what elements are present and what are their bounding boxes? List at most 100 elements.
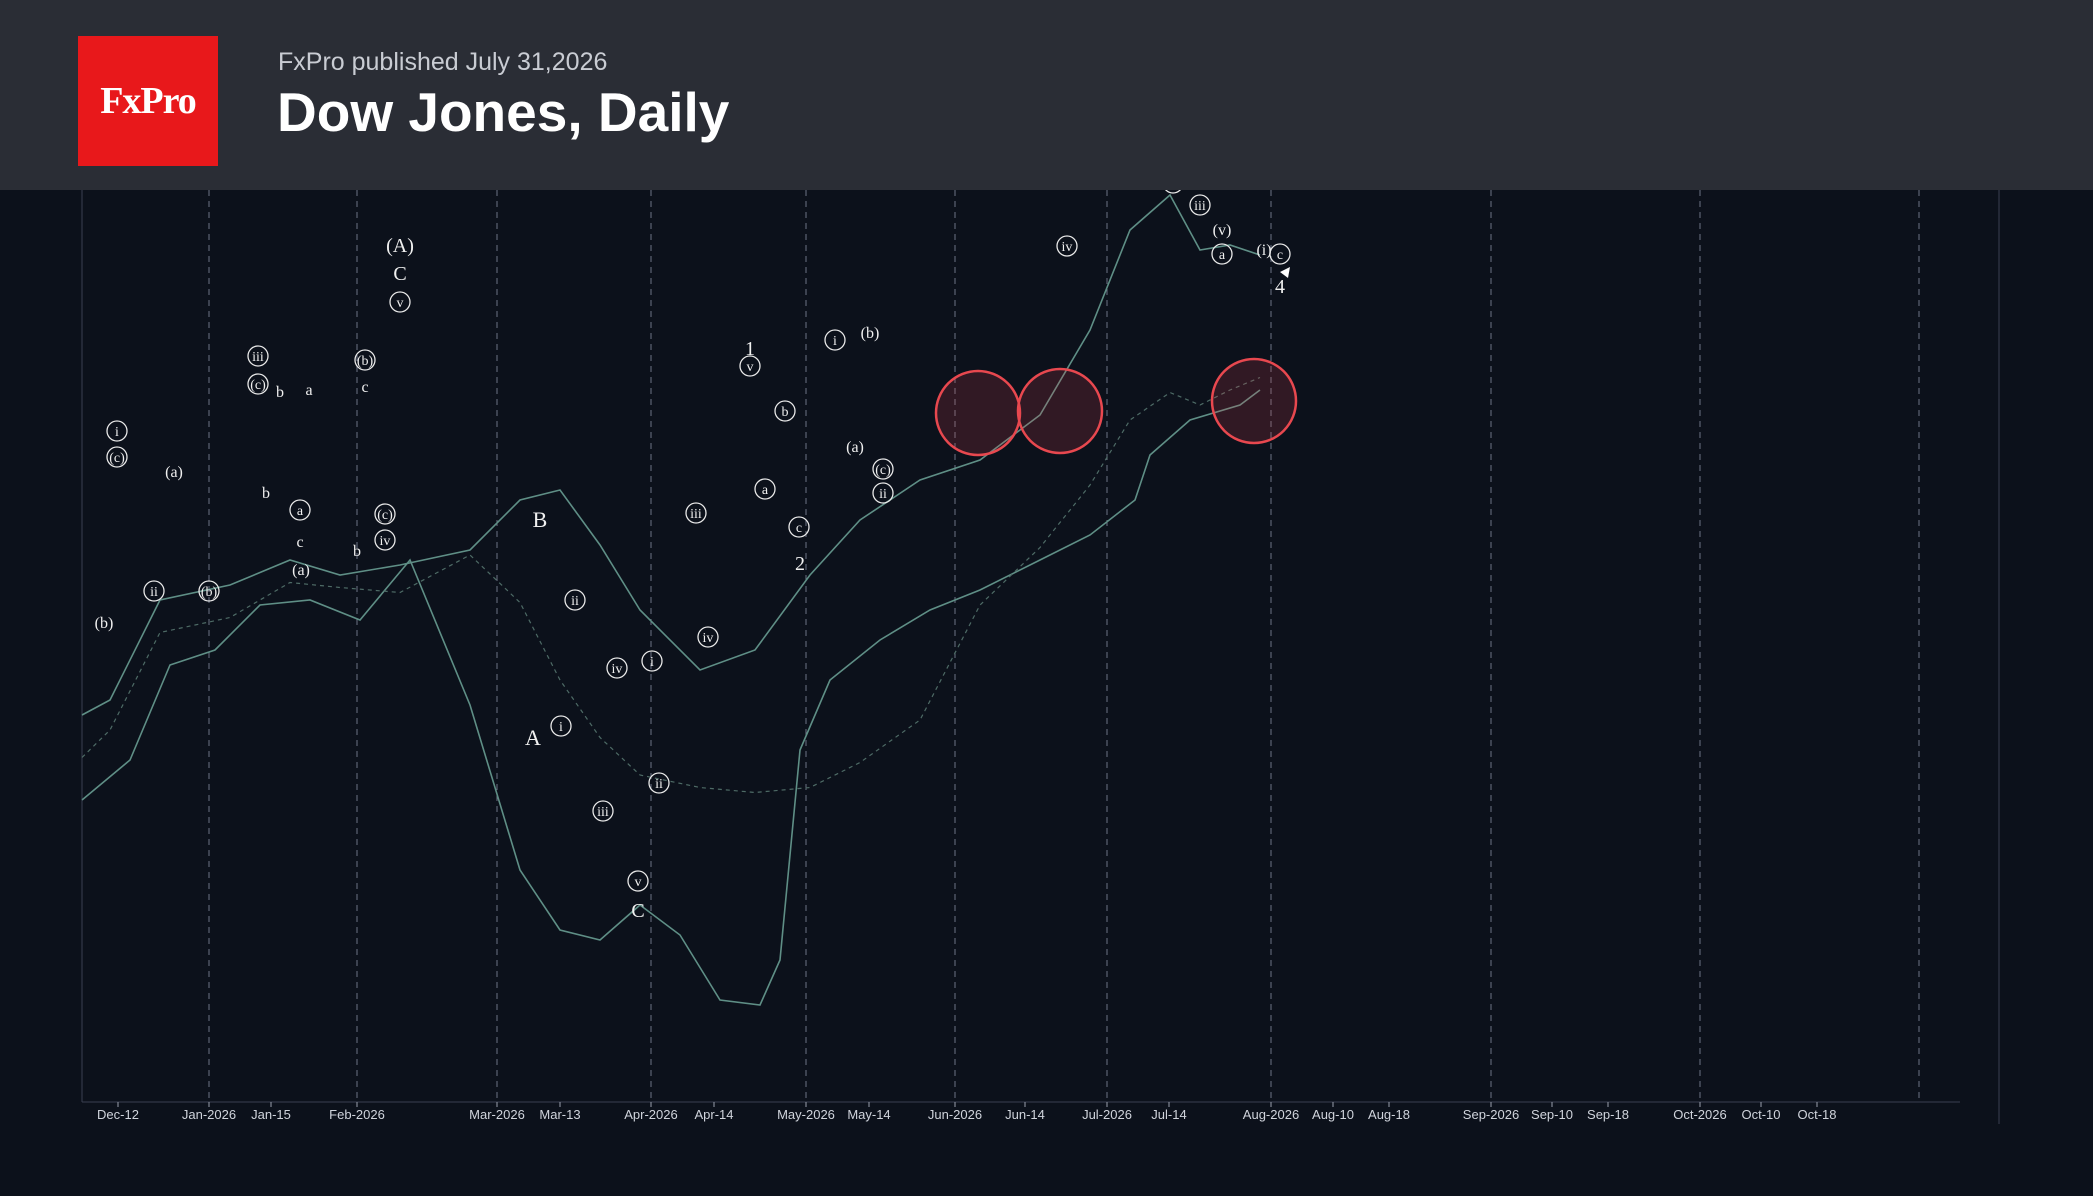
x-tick-label: Oct-18 xyxy=(1797,1107,1836,1122)
projection-arrow-head xyxy=(1280,267,1290,278)
wave-label: v xyxy=(627,870,649,892)
wave-label-text: iii xyxy=(690,507,702,522)
wave-label-ring xyxy=(354,349,376,371)
wave-label-text: (c) xyxy=(377,508,393,523)
wave-label-text: c xyxy=(296,534,303,551)
wave-label-text: iv xyxy=(612,662,623,677)
wave-label: C xyxy=(393,263,406,285)
wave-label-text: (b) xyxy=(861,325,880,342)
wave-label-ring xyxy=(697,626,719,648)
wave-label: i xyxy=(550,715,572,737)
wave-label: c xyxy=(296,534,303,551)
x-tick-label: May-2026 xyxy=(777,1107,835,1122)
wave-label-ring xyxy=(1164,190,1182,194)
wave-label-text: b xyxy=(782,405,789,420)
x-tick-label: Apr-14 xyxy=(694,1107,733,1122)
wave-label-text: b xyxy=(262,485,270,502)
wave-label: (v) xyxy=(1213,222,1232,239)
wave-label-text: v xyxy=(635,875,642,890)
bollinger-mid xyxy=(81,376,1261,794)
bollinger-lower xyxy=(81,389,1261,1006)
x-tick-label: Mar-2026 xyxy=(469,1107,525,1122)
wave-label: (a) xyxy=(292,562,310,579)
wave-label: 4 xyxy=(1275,276,1285,298)
wave-label: a xyxy=(305,382,312,399)
wave-label: b xyxy=(353,543,361,560)
wave-label: iii xyxy=(592,800,614,822)
wave-label-ring xyxy=(788,516,810,538)
wave-label: iv xyxy=(606,657,628,679)
wave-label-text: iii xyxy=(252,350,264,365)
wave-label-text: ii xyxy=(150,585,158,600)
x-tick-label: Sep-18 xyxy=(1587,1107,1629,1122)
wave-label-ring xyxy=(198,580,220,602)
wave-label: i xyxy=(106,420,128,442)
wave-label-text: (c) xyxy=(109,451,125,466)
wave-label-ring xyxy=(1056,235,1078,257)
wave-label: b xyxy=(276,384,284,401)
wave-label-text: c xyxy=(361,379,368,396)
wave-label-text: a xyxy=(297,504,304,519)
wave-label: iii xyxy=(685,502,707,524)
x-tick-label: Jun-14 xyxy=(1005,1107,1045,1122)
wave-label-text: (a) xyxy=(846,439,864,456)
wave-label-text: ii xyxy=(879,487,887,502)
wave-label-text: (v) xyxy=(1213,222,1232,239)
wave-label-text: (c) xyxy=(250,378,266,393)
wave-label: (A) xyxy=(386,235,414,257)
wave-label: (b) xyxy=(198,580,220,602)
wave-label-ring xyxy=(106,446,128,468)
wave-label-text: i xyxy=(650,655,654,670)
x-tick-label: Aug-2026 xyxy=(1243,1107,1299,1122)
wave-label: 1 xyxy=(745,338,755,360)
wave-label: (b) xyxy=(354,349,376,371)
header: FxPro FxPro published July 31,2026 Dow J… xyxy=(0,0,2093,190)
wave-label-text: i xyxy=(1171,190,1175,192)
wave-label: v xyxy=(389,291,411,313)
wave-label-text: (b) xyxy=(95,615,114,632)
wave-label-text: iv xyxy=(380,534,391,549)
wave-label-ring xyxy=(685,502,707,524)
x-tick-label: Oct-10 xyxy=(1741,1107,1780,1122)
wave-label-text: B xyxy=(533,507,548,532)
wave-label-ring xyxy=(1211,243,1233,265)
x-tick-label: Jun-2026 xyxy=(928,1107,982,1122)
wave-label-text: c xyxy=(1277,248,1283,263)
x-tick-label: Sep-10 xyxy=(1531,1107,1573,1122)
x-tick-label: Jan-15 xyxy=(251,1107,291,1122)
wave-label-text: a xyxy=(1219,248,1226,263)
wave-label-text: iv xyxy=(1062,240,1073,255)
highlight-circle xyxy=(1016,367,1104,455)
wave-label: (a) xyxy=(165,464,183,481)
page-title: Dow Jones, Daily xyxy=(277,81,730,143)
wave-label-ring xyxy=(564,589,586,611)
wave-label: (b) xyxy=(95,615,114,632)
wave-label-text: 4 xyxy=(1275,276,1285,298)
wave-label-ring xyxy=(592,800,614,822)
wave-label-ring xyxy=(374,529,396,551)
wave-label-text: a xyxy=(762,483,769,498)
wave-label-text: b xyxy=(276,384,284,401)
wave-label: C xyxy=(631,900,644,922)
x-tick-label: Jul-14 xyxy=(1151,1107,1186,1122)
logo-text: FxPro xyxy=(100,80,197,122)
wave-label: ii xyxy=(872,482,894,504)
wave-label-text: (a) xyxy=(165,464,183,481)
x-tick-label: Apr-2026 xyxy=(624,1107,677,1122)
wave-label-ring xyxy=(774,400,796,422)
published-date: FxPro published July 31,2026 xyxy=(278,48,608,76)
x-tick-label: Mar-13 xyxy=(539,1107,580,1122)
wave-label: a xyxy=(289,499,311,521)
wave-label-text: b xyxy=(353,543,361,560)
wave-label: a xyxy=(1211,243,1233,265)
wave-label: iv xyxy=(374,529,396,551)
x-tick-label: Jan-2026 xyxy=(182,1107,236,1122)
x-tick-label: Jul-2026 xyxy=(1082,1107,1132,1122)
x-tick-label: Feb-2026 xyxy=(329,1107,385,1122)
wave-label-text: C xyxy=(631,900,644,922)
wave-label-text: C xyxy=(393,263,406,285)
highlight-circle xyxy=(1210,357,1298,445)
wave-label: c xyxy=(1269,243,1291,265)
wave-label-text: (A) xyxy=(386,235,414,257)
wave-label-text: 1 xyxy=(745,338,755,360)
